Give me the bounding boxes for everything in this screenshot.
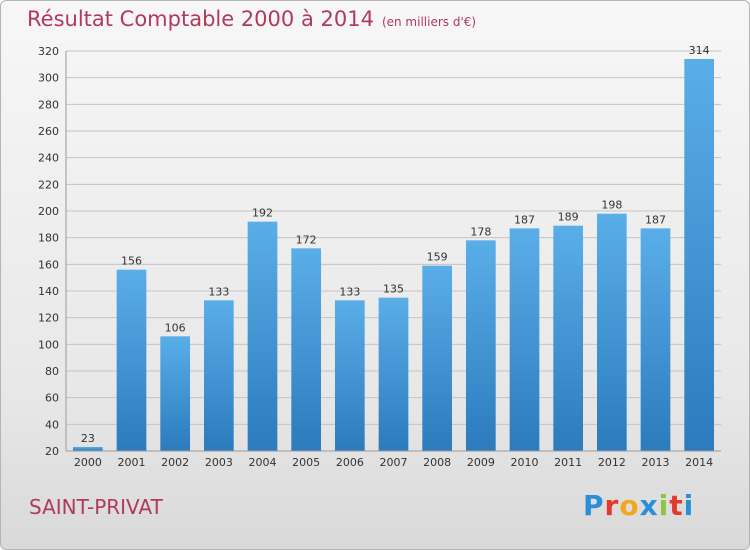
data-label-2000: 23 xyxy=(81,432,95,445)
bar-2011 xyxy=(553,225,584,451)
bar-2009 xyxy=(465,240,496,451)
y-tick-label: 20 xyxy=(45,445,59,458)
y-tick-label: 100 xyxy=(38,338,59,351)
x-axis: 2000 2001 2002 2003 2004 2005 2006 2007 2008 2009… xyxy=(66,450,721,469)
data-label-2001: 156 xyxy=(121,255,142,268)
bar-2005 xyxy=(291,248,322,451)
proxiti-logo: Proxiti xyxy=(583,489,694,522)
x-tick-label-2007: 2007 xyxy=(380,456,408,469)
x-tick-label-2008: 2008 xyxy=(423,456,451,469)
data-label-2002: 106 xyxy=(165,321,186,334)
y-tick-label: 40 xyxy=(45,418,59,431)
x-tick-label-2010: 2010 xyxy=(511,456,539,469)
x-tick-label-2005: 2005 xyxy=(292,456,320,469)
chart-title: Résultat Comptable 2000 à 2014 (en millie… xyxy=(27,7,476,31)
commune-name: SAINT-PRIVAT xyxy=(29,495,163,519)
bar-2007 xyxy=(378,297,409,451)
subtitle-text: (en milliers d'€) xyxy=(381,15,477,29)
bar-2000 xyxy=(72,447,103,451)
y-tick-label: 200 xyxy=(38,205,59,218)
y-axis: 20 40 60 80 100 120 140 160 180 200 220 240 260 280 30… xyxy=(38,45,67,458)
y-tick-label: 180 xyxy=(38,232,59,245)
title-text: Résultat Comptable 2000 à 2014 xyxy=(27,7,374,31)
bar-2002 xyxy=(160,336,191,451)
logo-letter: P xyxy=(583,489,605,522)
y-tick-label: 120 xyxy=(38,312,59,325)
data-label-2003: 133 xyxy=(208,285,229,298)
logo-letter: o xyxy=(619,489,640,522)
x-tick-label-2000: 2000 xyxy=(74,456,102,469)
y-tick-label: 280 xyxy=(38,98,59,111)
logo-letter: i xyxy=(658,489,670,522)
data-label-2008: 159 xyxy=(427,251,448,264)
x-tick-label-2013: 2013 xyxy=(642,456,670,469)
data-label-2006: 133 xyxy=(339,285,360,298)
logo-letter: r xyxy=(604,489,620,522)
logo-letter: i xyxy=(683,489,695,522)
y-tick-label: 160 xyxy=(38,258,59,271)
y-tick-label: 220 xyxy=(38,178,59,191)
logo-letter: t xyxy=(669,489,684,522)
y-tick-label: 300 xyxy=(38,72,59,85)
y-tick-label: 320 xyxy=(38,45,59,58)
data-label-2009: 178 xyxy=(470,225,491,238)
bar-2010 xyxy=(509,228,540,451)
y-tick-label: 60 xyxy=(45,392,59,405)
bar-2003 xyxy=(203,300,234,451)
data-label-2013: 187 xyxy=(645,213,666,226)
data-label-2012: 198 xyxy=(601,199,622,212)
bar-2013 xyxy=(640,228,671,451)
bars: 23 156 106 133 192 172 133 135 159 178 187 189 198 18… xyxy=(72,44,715,451)
x-tick-label-2002: 2002 xyxy=(161,456,189,469)
data-label-2007: 135 xyxy=(383,283,404,296)
x-tick-label-2014: 2014 xyxy=(685,456,713,469)
y-tick-label: 240 xyxy=(38,152,59,165)
x-tick-label-2011: 2011 xyxy=(554,456,582,469)
data-label-2010: 187 xyxy=(514,213,535,226)
data-label-2004: 192 xyxy=(252,207,273,220)
bar-2004 xyxy=(247,221,278,451)
y-tick-label: 80 xyxy=(45,365,59,378)
bar-2006 xyxy=(334,300,365,451)
bar-2012 xyxy=(596,213,627,451)
bar-2008 xyxy=(422,265,453,451)
y-tick-label: 260 xyxy=(38,125,59,138)
bar-2001 xyxy=(116,269,147,451)
data-label-2014: 314 xyxy=(689,44,710,57)
x-tick-label-2003: 2003 xyxy=(205,456,233,469)
x-tick-label-2006: 2006 xyxy=(336,456,364,469)
x-tick-label-2012: 2012 xyxy=(598,456,626,469)
y-tick-label: 140 xyxy=(38,285,59,298)
logo-letter: x xyxy=(639,489,659,522)
bar-2014 xyxy=(684,59,715,451)
data-label-2011: 189 xyxy=(558,211,579,224)
x-tick-label-2009: 2009 xyxy=(467,456,495,469)
data-label-2005: 172 xyxy=(296,233,317,246)
x-tick-label-2001: 2001 xyxy=(118,456,146,469)
x-tick-label-2004: 2004 xyxy=(249,456,277,469)
